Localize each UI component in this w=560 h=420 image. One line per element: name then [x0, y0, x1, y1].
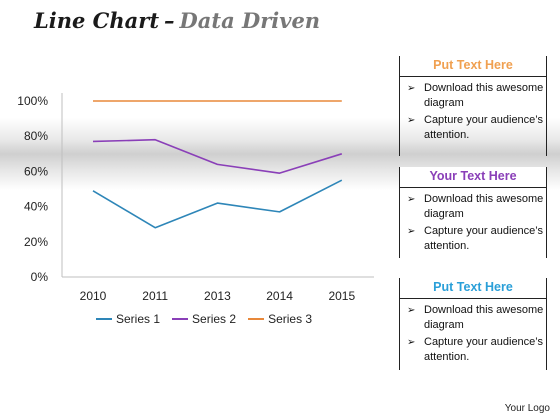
bullet-text: Capture your audience’s attention.: [424, 114, 544, 141]
panel-bullet: ➢ Capture your audience’s attention.: [407, 335, 546, 365]
x-tick-label: 2010: [80, 289, 107, 303]
arrow-bullet-icon: ➢: [407, 305, 416, 316]
x-tick-label: 2011: [142, 289, 168, 303]
panel-heading-text: Put Text Here: [433, 58, 513, 72]
bullet-text: Download this awesome diagram: [424, 82, 544, 109]
panel-bullet-list: ➢ Download this awesome diagram ➢ Capture …: [400, 192, 546, 254]
text-panel-1: Put Text Here ➢ Download this awesome dia…: [399, 56, 547, 156]
legend-label: Series 2: [192, 312, 237, 326]
x-tick-label: 2013: [204, 289, 231, 303]
x-tick-label: 2014: [266, 289, 293, 303]
text-panel-2: Your Text Here ➢ Download this awesome di…: [399, 167, 547, 258]
panel-bullet-list: ➢ Download this awesome diagram ➢ Capture …: [400, 303, 546, 365]
arrow-bullet-icon: ➢: [407, 226, 416, 237]
bullet-text: Download this awesome diagram: [424, 193, 544, 220]
legend-label: Series 1: [116, 312, 161, 326]
panel-bullet: ➢ Capture your audience’s attention.: [407, 113, 546, 143]
legend-swatch: [248, 318, 265, 320]
panel-heading: Your Text Here: [400, 167, 546, 188]
legend-swatch: [96, 318, 112, 320]
legend-item: Series 2: [172, 312, 236, 326]
panel-bullet: ➢ Download this awesome diagram: [407, 192, 546, 222]
panel-heading: Put Text Here: [400, 56, 546, 77]
slide-title: Line Chart – Data Driven: [34, 8, 320, 33]
legend-label: Series 3: [268, 312, 313, 326]
bullet-text: Download this awesome diagram: [424, 304, 544, 331]
title-dash: –: [164, 8, 175, 33]
panel-bullet: ➢ Capture your audience’s attention.: [407, 224, 546, 254]
series-line-1: [92, 179, 343, 229]
chart-legend: Series 1 Series 2 Series 3: [96, 312, 312, 326]
line-chart: 0% 20% 40% 60% 80% 100% 2010 2011 2013 2014 2015: [17, 93, 374, 303]
panel-heading-text: Your Text Here: [429, 169, 517, 183]
bullet-text: Capture your audience’s attention.: [424, 336, 544, 363]
arrow-bullet-icon: ➢: [407, 83, 416, 94]
title-subtitle: Data Driven: [179, 8, 321, 33]
y-tick-label: 80%: [24, 129, 48, 143]
text-panel-3: Put Text Here ➢ Download this awesome dia…: [399, 278, 547, 370]
y-tick-label: 100%: [17, 94, 48, 108]
y-tick-label: 20%: [24, 235, 48, 249]
panel-bullet: ➢ Download this awesome diagram: [407, 303, 546, 333]
bullet-text: Capture your audience’s attention.: [424, 225, 544, 252]
y-tick-label: 60%: [24, 164, 48, 178]
legend-item: Series 1: [96, 312, 160, 326]
panel-heading-text: Put Text Here: [433, 280, 513, 294]
panel-bullet-list: ➢ Download this awesome diagram ➢ Capture …: [400, 81, 546, 143]
y-tick-label: 0%: [31, 270, 49, 284]
panel-heading: Put Text Here: [400, 278, 546, 299]
logo-text: Your Logo: [504, 403, 550, 414]
x-tick-label: 2015: [328, 289, 355, 303]
series-line-2: [92, 138, 343, 174]
legend-swatch: [172, 318, 189, 320]
title-main: Line Chart: [34, 8, 160, 33]
arrow-bullet-icon: ➢: [407, 194, 416, 205]
arrow-bullet-icon: ➢: [407, 115, 416, 126]
panel-bullet: ➢ Download this awesome diagram: [407, 81, 546, 111]
y-tick-label: 40%: [24, 200, 48, 214]
arrow-bullet-icon: ➢: [407, 337, 416, 348]
legend-item: Series 3: [248, 312, 312, 326]
